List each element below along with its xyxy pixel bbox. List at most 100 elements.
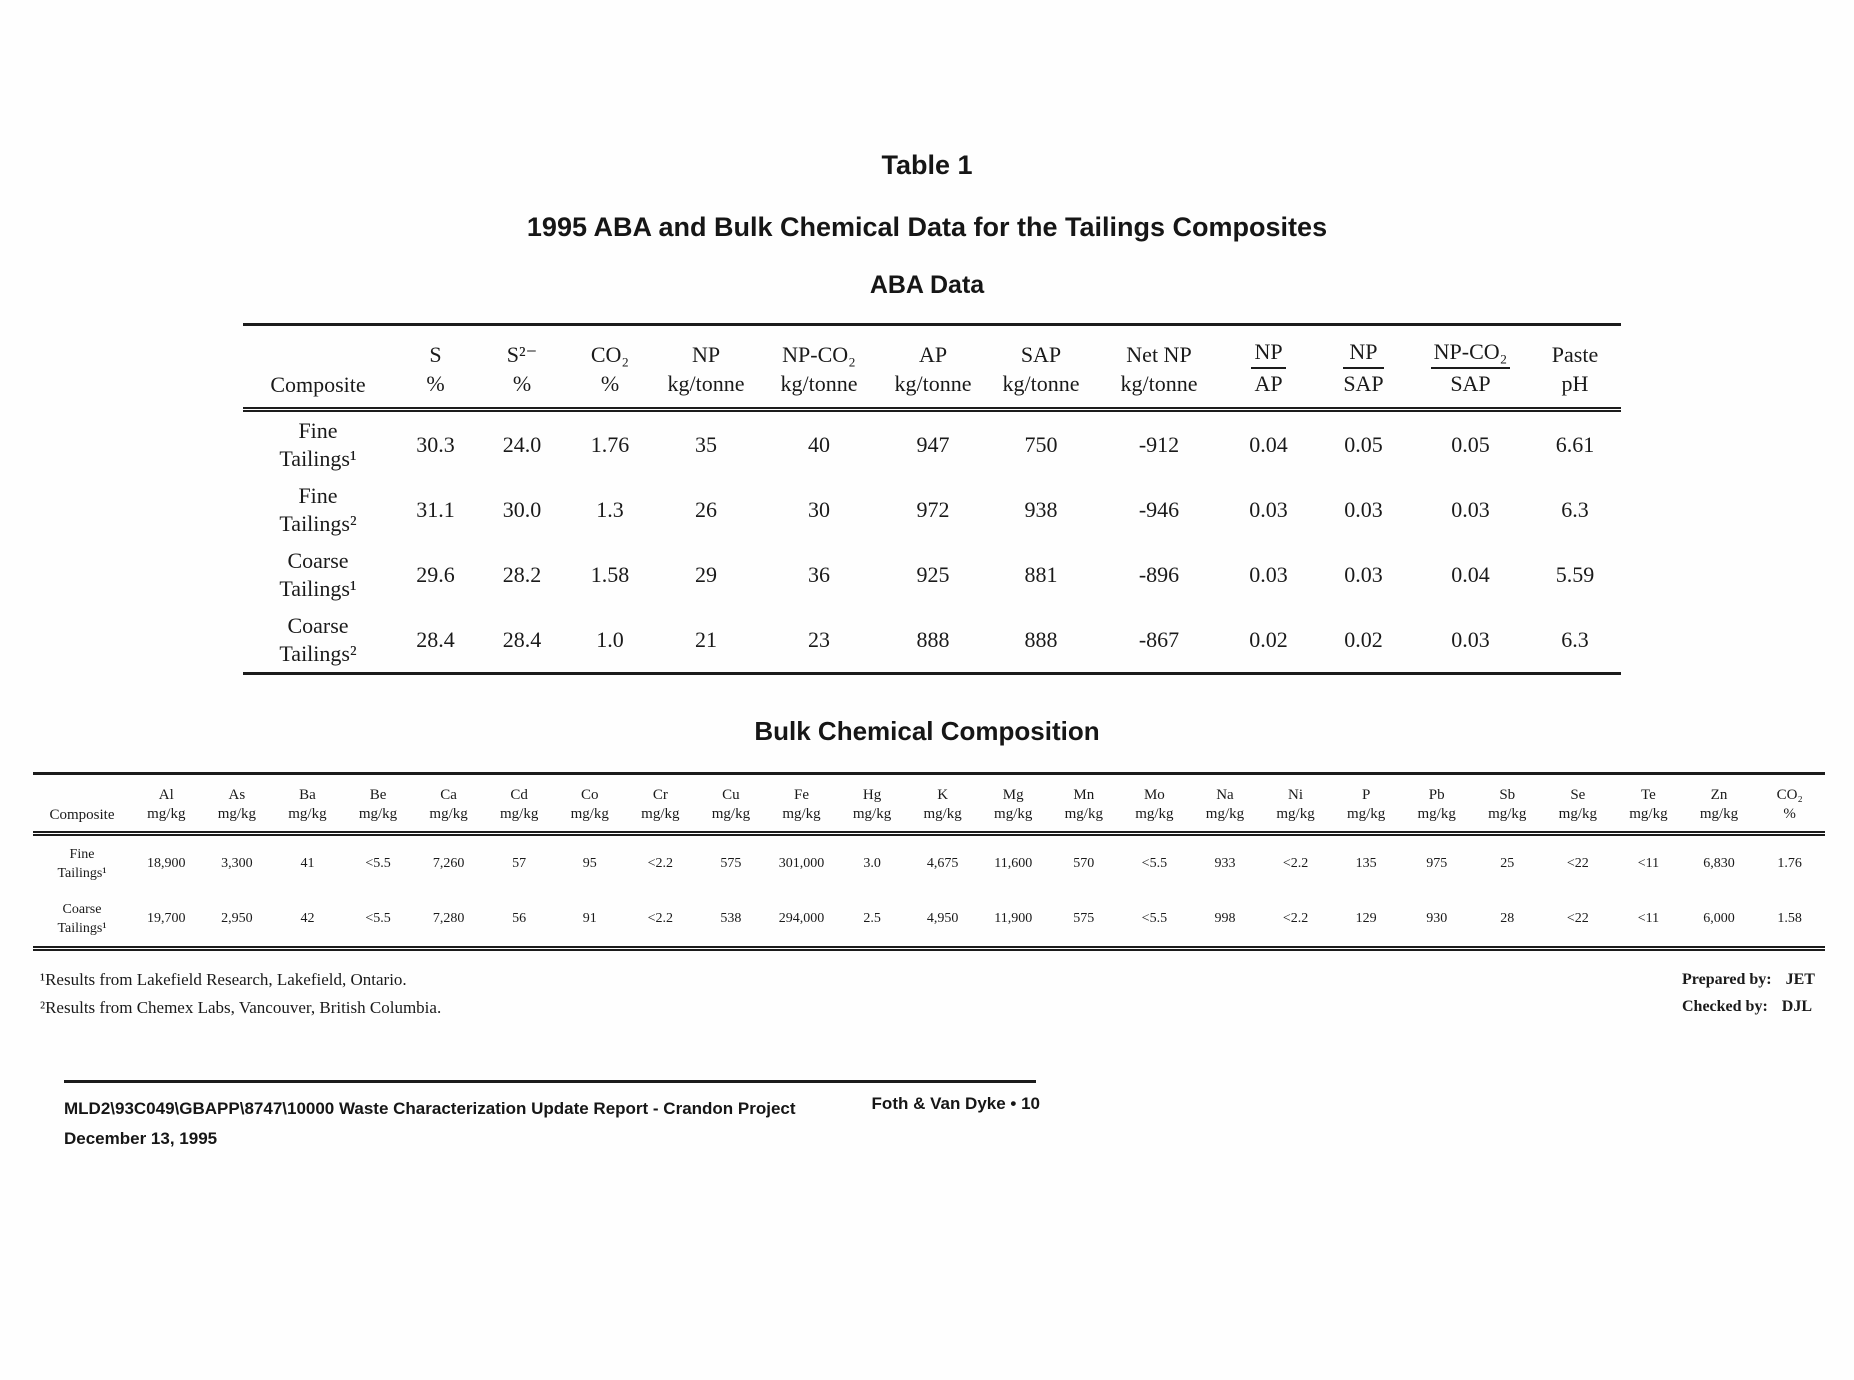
data-cell: -946	[1138, 496, 1180, 522]
data-cell: 129	[1330, 891, 1402, 951]
composite-column-header: Composite	[243, 324, 393, 412]
ratio-header: NP SAP	[1343, 339, 1384, 396]
prepared-by-value: JET	[1785, 971, 1815, 988]
data-cell: 0.03	[1249, 561, 1288, 587]
data-cell: 0.03	[1412, 607, 1529, 675]
footnotes: ¹Results from Lakefield Research, Lakefi…	[40, 966, 441, 1022]
row-label: Fine Tailings²	[279, 482, 357, 536]
data-cell: 975	[1426, 855, 1448, 871]
footer-divider	[64, 1080, 1036, 1083]
data-cell: 0.05	[1344, 431, 1383, 457]
data-cell: 91	[554, 891, 626, 951]
data-cell: -896	[1138, 561, 1180, 587]
page-footer: MLD2\93C049\GBAPP\8747\10000 Waste Chara…	[64, 1094, 1040, 1154]
data-cell: 294,000	[766, 891, 837, 951]
data-cell: 938	[1024, 496, 1058, 522]
data-cell: 2.5	[836, 891, 908, 951]
data-cell: 7,280	[413, 891, 484, 951]
data-cell: <5.5	[365, 855, 391, 871]
column-header: Be mg/kg	[342, 773, 414, 836]
credits-block: Prepared by: JET Checked by: DJL	[1682, 966, 1815, 1020]
data-cell: 30.0	[502, 496, 542, 522]
data-cell: 570	[1073, 855, 1095, 871]
data-cell: 26	[695, 496, 717, 522]
aba-table-header: Composite S% S²⁻% CO₂% NP kg/tonne NP-CO₂ kg/to…	[243, 324, 1621, 412]
data-cell: 575	[1048, 891, 1120, 951]
row-label: Coarse Tailings¹	[33, 891, 131, 951]
column-header: Mo mg/kg	[1119, 773, 1190, 836]
bulk-table-body: Fine Tailings¹ 18,900 3,300 41 <5.5 7,260 57 95…	[33, 834, 1825, 951]
data-cell: 0.03	[1451, 496, 1490, 522]
data-cell: 30.3	[416, 431, 455, 457]
data-cell: 0.02	[1315, 607, 1412, 675]
aba-data-heading: ABA Data	[869, 271, 985, 299]
footnote-2: ²Results from Chemex Labs, Vancouver, Br…	[40, 998, 442, 1017]
row-label: Coarse Tailings²	[243, 607, 393, 675]
column-header: Ca mg/kg	[413, 773, 484, 836]
column-header: NP SAP	[1315, 324, 1412, 412]
data-cell: 1.58	[1754, 891, 1825, 951]
column-header: Cr mg/kg	[625, 773, 696, 836]
data-cell: 21	[654, 607, 758, 675]
data-cell: 7,260	[432, 855, 465, 871]
footnote-1: ¹Results from Lakefield Research, Lakefi…	[40, 970, 407, 989]
table-row: Fine Tailings² 31.1 30.0 1.3 26 30 972 938 -946 0…	[243, 477, 1621, 542]
table-row: Fine Tailings¹ 30.3 24.0 1.76 35 40 947 750 -912…	[243, 410, 1621, 478]
header-row: Composite Al mg/kg As mg/kg Ba mg/kg Be mg/kg Ca m…	[33, 773, 1825, 836]
table-row: Coarse Tailings¹ 29.6 28.2 1.58 29 36 925 881 -8…	[243, 542, 1621, 607]
bulk-table-header: Composite Al mg/kg As mg/kg Ba mg/kg Be mg/kg Ca m…	[33, 773, 1825, 836]
data-cell: <5.5	[342, 891, 414, 951]
page-title: 1995 ABA and Bulk Chemical Data for the …	[526, 212, 1328, 242]
data-cell: 0.05	[1451, 431, 1490, 457]
data-cell: 888	[986, 607, 1096, 675]
data-cell: 29	[695, 561, 717, 587]
data-cell: <2.2	[647, 855, 674, 871]
column-header: Paste pH	[1529, 324, 1621, 412]
aba-table-body: Fine Tailings¹ 30.3 24.0 1.76 35 40 947 750 -912…	[243, 410, 1621, 675]
data-cell: 888	[880, 607, 986, 675]
aba-data-table: Composite S% S²⁻% CO₂% NP kg/tonne NP-CO₂ kg/to…	[243, 323, 1621, 675]
data-cell: 6.3	[1561, 496, 1589, 522]
document-reference: MLD2\93C049\GBAPP\8747\10000 Waste Chara…	[64, 1099, 796, 1118]
data-cell: <11	[1637, 855, 1660, 871]
data-cell: 28.4	[478, 607, 566, 675]
column-header: Na mg/kg	[1189, 773, 1261, 836]
column-header: Cu mg/kg	[695, 773, 767, 836]
data-cell: 25	[1500, 855, 1515, 871]
column-header: As mg/kg	[201, 773, 273, 836]
data-cell: 0.04	[1249, 431, 1288, 457]
data-cell: <2.2	[1260, 891, 1331, 951]
data-cell: 750	[1024, 431, 1058, 457]
data-cell: 57	[512, 855, 527, 871]
column-header: NP-CO₂ SAP	[1412, 324, 1529, 412]
data-cell: 42	[272, 891, 343, 951]
column-header: CO₂%	[1754, 773, 1825, 836]
data-cell: 947	[916, 431, 950, 457]
data-cell: 972	[916, 496, 950, 522]
data-cell: -867	[1096, 607, 1222, 675]
bulk-chemical-table: Composite Al mg/kg As mg/kg Ba mg/kg Be mg/kg Ca m…	[33, 772, 1825, 951]
column-header: Co mg/kg	[554, 773, 626, 836]
data-cell: 3.0	[863, 855, 881, 871]
prepared-by-label: Prepared by:	[1682, 971, 1772, 988]
footer-date: December 13, 1995	[64, 1129, 218, 1148]
data-cell: 3,300	[221, 855, 253, 871]
data-cell: 0.03	[1344, 496, 1383, 522]
data-cell: 19,700	[131, 891, 202, 951]
column-header: Zn mg/kg	[1683, 773, 1755, 836]
data-cell: 881	[1024, 561, 1058, 587]
data-cell: 4,675	[926, 855, 959, 871]
data-cell: <11	[1613, 891, 1684, 951]
data-cell: 40	[808, 431, 830, 457]
data-cell: 2,950	[201, 891, 273, 951]
data-cell: 933	[1214, 855, 1236, 871]
data-cell: 0.03	[1249, 496, 1288, 522]
data-cell: 30	[808, 496, 830, 522]
table-row: Coarse Tailings² 28.4 28.4 1.0 21 23 888 888 -86…	[243, 607, 1621, 675]
data-cell: 5.59	[1555, 561, 1595, 587]
ratio-header: NP AP	[1251, 338, 1286, 398]
data-cell: 538	[695, 891, 767, 951]
